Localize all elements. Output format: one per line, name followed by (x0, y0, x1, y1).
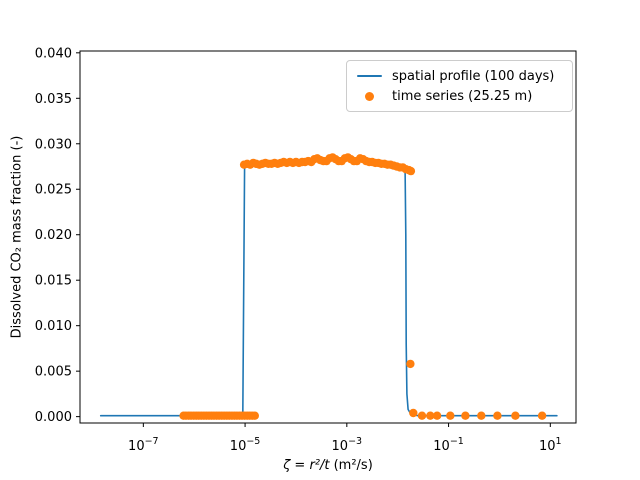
series-time-series-point (250, 411, 259, 420)
y-tick-label: 0.000 (35, 410, 72, 425)
x-tick-label: 10−1 (433, 436, 464, 454)
series-time-series-point (537, 411, 547, 420)
legend-label-spatial-profile: spatial profile (100 days) (392, 68, 555, 84)
series-time-series-point (409, 408, 418, 418)
y-tick-label: 0.010 (35, 319, 72, 334)
series-time-series-point (417, 411, 427, 420)
y-tick-label: 0.035 (35, 92, 72, 107)
x-tick-label: 10−7 (128, 436, 159, 454)
series-time-series-point (511, 411, 520, 420)
y-tick-label: 0.030 (35, 137, 72, 152)
series-time-series-point (406, 359, 415, 369)
series-time-series-point (446, 411, 455, 420)
x-axis-label-units: (m²/s) (329, 458, 373, 473)
x-axis-label-math: ζ = r²/t (283, 458, 330, 473)
axes-spines (79, 50, 577, 424)
series-time-series-point (426, 411, 435, 420)
legend-dot-sample (365, 91, 374, 101)
series-time-series-point (493, 411, 502, 420)
y-tick-label: 0.015 (35, 274, 72, 289)
legend-entry-time-series: time series (25.25 m) (357, 86, 568, 106)
y-tick-label: 0.020 (35, 228, 72, 243)
series-spatial-profile-line (99, 157, 558, 417)
y-tick-label: 0.005 (35, 365, 72, 380)
x-tick-label: 10−3 (332, 436, 363, 454)
y-tick-label: 0.040 (35, 46, 72, 61)
y-tick-label: 0.025 (35, 183, 72, 198)
series-time-series-point (477, 411, 486, 420)
y-axis-label: Dissolved CO₂ mass fraction (-) (9, 135, 25, 339)
legend: spatial profile (100 days) time series (… (346, 60, 573, 112)
x-axis-label: ζ = r²/t (m²/s) (283, 458, 373, 473)
legend-entry-spatial-profile: spatial profile (100 days) (357, 66, 568, 86)
series-time-series-point (432, 411, 442, 420)
series-time-series-point (461, 411, 470, 420)
x-tick-label: 10−5 (230, 436, 261, 454)
legend-label-time-series: time series (25.25 m) (392, 88, 533, 104)
x-tick-label: 101 (539, 436, 562, 454)
series-time-series-point (406, 166, 416, 176)
legend-line-sample (357, 74, 382, 78)
